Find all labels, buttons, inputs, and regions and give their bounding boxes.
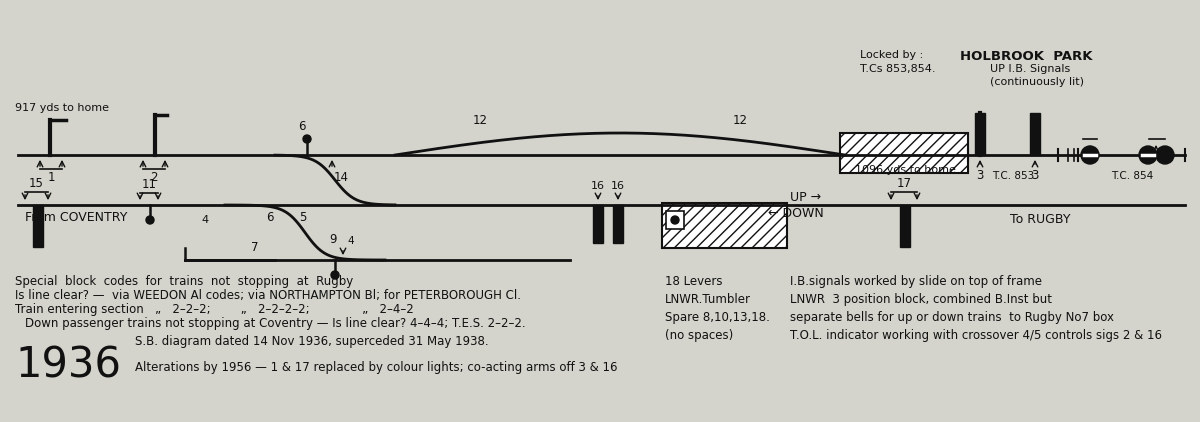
Text: 3: 3 [1031, 169, 1039, 182]
Text: 917 yds to home: 917 yds to home [14, 103, 109, 113]
Circle shape [671, 216, 679, 224]
Text: 15: 15 [29, 177, 44, 190]
Text: T.C. 854: T.C. 854 [1111, 171, 1153, 181]
Circle shape [1156, 146, 1174, 164]
Text: Is line clear? —  via WEEDON Al codes; via NORTHAMPTON Bl; for PETERBOROUGH Cl.: Is line clear? — via WEEDON Al codes; vi… [14, 289, 521, 302]
Text: 1: 1 [47, 171, 55, 184]
Text: I.B.signals worked by slide on top of frame
LNWR  3 position block, combined B.I: I.B.signals worked by slide on top of fr… [790, 275, 1162, 342]
Text: Down passenger trains not stopping at Coventry — Is line clear? 4–4–4; T.E.S. 2–: Down passenger trains not stopping at Co… [25, 317, 526, 330]
Text: 1096 yds to home: 1096 yds to home [854, 165, 955, 175]
Text: 14: 14 [334, 171, 349, 184]
Text: T.Cs 853,854.: T.Cs 853,854. [860, 64, 936, 74]
Text: ← DOWN: ← DOWN [768, 207, 823, 220]
Text: Alterations by 1956 — 1 & 17 replaced by colour lights; co-acting arms off 3 & 1: Alterations by 1956 — 1 & 17 replaced by… [134, 361, 618, 374]
Text: T.C. 853: T.C. 853 [992, 171, 1034, 181]
Text: S.B. diagram dated 14 Nov 1936, superceded 31 May 1938.: S.B. diagram dated 14 Nov 1936, superced… [134, 335, 488, 348]
Text: 4: 4 [202, 215, 209, 225]
Text: 5: 5 [299, 211, 307, 224]
Text: Locked by :: Locked by : [860, 50, 923, 60]
Text: HOLBROOK  PARK: HOLBROOK PARK [960, 50, 1092, 63]
Text: 18 Levers
LNWR.Tumbler
Spare 8,10,13,18.
(no spaces): 18 Levers LNWR.Tumbler Spare 8,10,13,18.… [665, 275, 770, 342]
Bar [666, 211, 684, 229]
Circle shape [302, 135, 311, 143]
Circle shape [146, 216, 154, 224]
Bar [1030, 113, 1040, 155]
Text: 12: 12 [732, 114, 748, 127]
Text: (continuously lit): (continuously lit) [990, 77, 1084, 87]
Text: Special  block  codes  for  trains  not  stopping  at  Rugby: Special block codes for trains not stopp… [14, 275, 353, 288]
Text: 7: 7 [251, 241, 259, 254]
Bar [34, 205, 43, 247]
Text: 6: 6 [266, 211, 274, 224]
Text: 11: 11 [142, 178, 156, 191]
Bar [840, 133, 968, 173]
Text: UP →: UP → [790, 191, 821, 204]
Text: 16: 16 [592, 181, 605, 191]
Bar [900, 205, 910, 247]
Bar [662, 203, 787, 248]
Circle shape [331, 271, 340, 279]
Text: UP I.B. Signals: UP I.B. Signals [990, 64, 1070, 74]
Text: To RUGBY: To RUGBY [1009, 213, 1070, 226]
Text: 4: 4 [347, 236, 354, 246]
Text: 16: 16 [611, 181, 625, 191]
Text: 12: 12 [473, 114, 487, 127]
Text: 6: 6 [299, 120, 306, 133]
Bar [593, 205, 604, 243]
Text: 3: 3 [977, 169, 984, 182]
Bar [974, 113, 985, 155]
Circle shape [1139, 146, 1157, 164]
Text: 17: 17 [896, 177, 912, 190]
Text: 1936: 1936 [14, 345, 121, 387]
Bar [613, 205, 623, 243]
Text: 2: 2 [150, 171, 157, 184]
Circle shape [1081, 146, 1099, 164]
Text: From COVENTRY: From COVENTRY [25, 211, 127, 224]
Text: Train entering section   „   2–2–2;        „   2–2–2–2;              „   2–4–2: Train entering section „ 2–2–2; „ 2–2–2–… [14, 303, 414, 316]
Text: 9: 9 [329, 233, 337, 246]
